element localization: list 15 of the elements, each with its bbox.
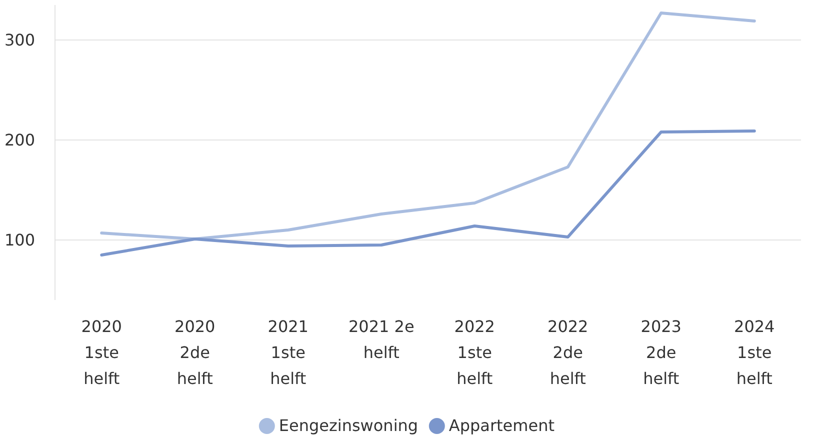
x-tick-label: 2022 1ste helft [454,317,495,388]
legend-label: Appartement [448,416,555,435]
x-tick-label: 2021 2e helft [348,317,414,362]
x-tick-label: 2024 1ste helft [734,317,775,388]
legend-label: Eengezinswoning [278,416,418,435]
y-tick-label: 200 [4,130,35,150]
y-tick-label: 100 [4,230,35,250]
x-tick-label: 2020 2de helft [174,317,216,388]
x-tick-label: 2020 1ste helft [81,317,122,388]
line-series [100,12,756,240]
x-tick-label: 2021 1ste helft [268,317,308,388]
x-tick-label: 2023 2de helft [640,317,682,388]
line-series [100,130,756,256]
y-tick-label: 300 [4,30,35,50]
x-tick-label: 2022 2de helft [548,317,588,388]
